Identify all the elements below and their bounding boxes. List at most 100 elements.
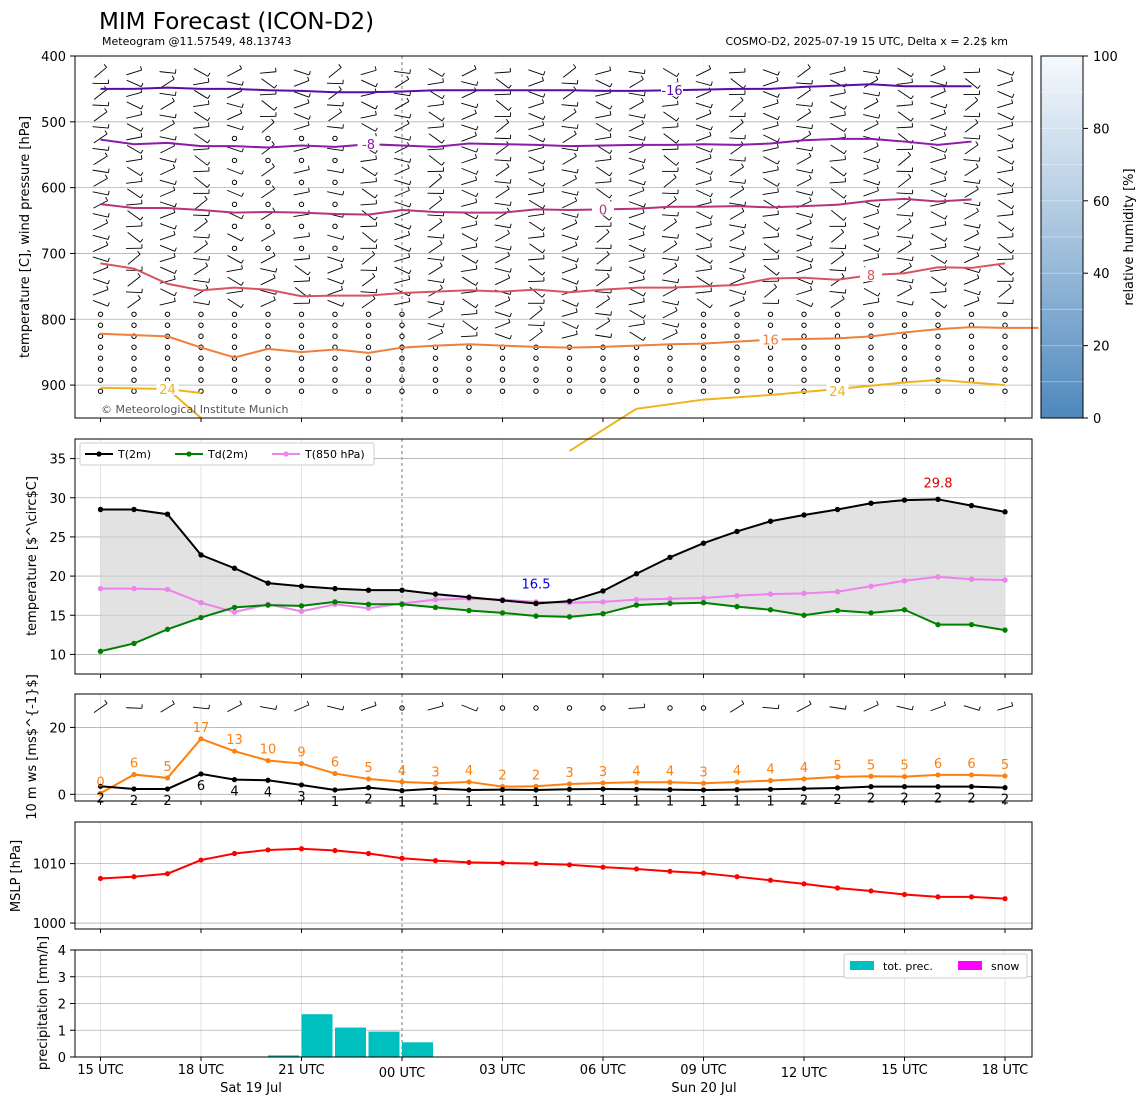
calm-wind-marker [332,157,338,164]
wind-barb [695,80,712,86]
wind-barb [596,188,610,199]
wind-barb [261,166,275,177]
gust-value-label: 4 [766,763,774,778]
wind-barb [461,146,477,153]
wind-barb-flag [171,97,175,102]
calm-wind-marker [935,333,941,339]
wind-barb-flag [975,185,979,190]
wind-barb-flag [676,139,680,144]
mslp-point [767,877,774,883]
wind-barb [461,167,477,175]
mean-wind-point [298,782,305,788]
wind-barb-flag [475,304,479,309]
wind-barb-flag [542,187,545,193]
wind-barb [730,99,744,111]
wind-barb-flag [575,285,578,290]
wind-barb-flag [907,174,912,178]
calm-wind-marker [97,355,104,361]
calm-wind-marker [265,311,271,317]
mean-wind-value-label: 1 [331,795,339,810]
calm-wind-marker [265,245,271,252]
gust-point [198,736,204,742]
wind-barb [193,68,209,77]
calm-wind-marker [198,322,204,328]
wind-barb-flag [271,163,275,167]
wind-barb [361,101,376,110]
wind-barb [528,191,544,196]
mslp-frame [74,821,1033,930]
wind-barb [260,289,276,295]
wind-barb [159,301,176,306]
wind-barb-flag [174,292,177,296]
wind-barb [529,265,543,276]
wind-barb [964,122,979,133]
isotherm-m16 [100,83,972,94]
isotherm-label-bg [759,331,782,346]
wind-barb-flag [509,201,512,206]
wind-barb [428,89,443,100]
wind-barb [360,704,377,712]
wind-barb [127,276,141,287]
wind-barb-flag [475,192,479,197]
wind-barb-flag [409,158,412,163]
wind-barb [125,707,143,709]
wind-barb-flag [677,278,680,283]
calm-wind-marker [365,388,372,394]
t2m-point [566,598,573,604]
wind-barb [327,299,343,307]
wind-barb-flag [643,247,646,252]
wind-barb-flag [643,203,646,208]
wind-barb-flag [841,251,845,255]
mean-wind-point [566,786,573,792]
wind-barb-flag [643,158,646,163]
wind-barb [360,291,377,294]
mean-wind-point [131,786,137,792]
wind-barb [495,122,510,133]
wind-barb [495,277,510,286]
wind-barb [729,246,745,251]
wind-barb-flag [878,203,881,208]
tmin-label: 16.5 [522,578,551,593]
wind-barb [896,301,913,306]
wind-barb-flag [275,705,278,710]
wind-barb [92,126,109,129]
calm-wind-marker [399,366,405,372]
wind-barb-flag [841,295,845,300]
wind-barb-flag [807,64,811,68]
wind-barb [997,134,1013,143]
wind-barb [762,213,779,217]
calm-wind-marker [633,377,640,383]
wind-barb [796,703,812,713]
wind-barb-flag [508,84,512,89]
wind-barb [897,199,912,210]
wind-barb-flag [543,71,546,76]
wind-barb [261,100,275,111]
wind-barb [930,167,946,176]
wind-barb [561,267,578,274]
wind-barb-flag [808,700,812,705]
y-tick-label: 2 [58,998,66,1013]
wind-barb-flag [308,70,311,76]
wind-barb-flag [408,247,412,252]
wind-barb [92,278,109,285]
wind-barb [596,254,610,265]
wind-barb [595,123,611,132]
wind-barb-flag [207,78,210,83]
calm-wind-marker [533,388,539,394]
calm-wind-marker [1002,344,1008,350]
mslp-point [667,868,673,874]
wind-barb [661,126,679,129]
wind-barb [326,82,344,85]
legend-totprec-label: tot. prec. [883,960,933,973]
t2m-point [968,502,975,509]
td2m-point [935,621,941,628]
wind-barb [127,210,141,221]
wind-barb [494,181,511,184]
wind-barb-flag [441,117,445,122]
t850-point [667,596,673,602]
wind-barb [829,706,846,710]
wind-barb-flag [241,259,244,264]
wind-barb [361,123,376,132]
wind-barb [628,222,645,230]
y-tick-label: 400 [41,50,66,65]
